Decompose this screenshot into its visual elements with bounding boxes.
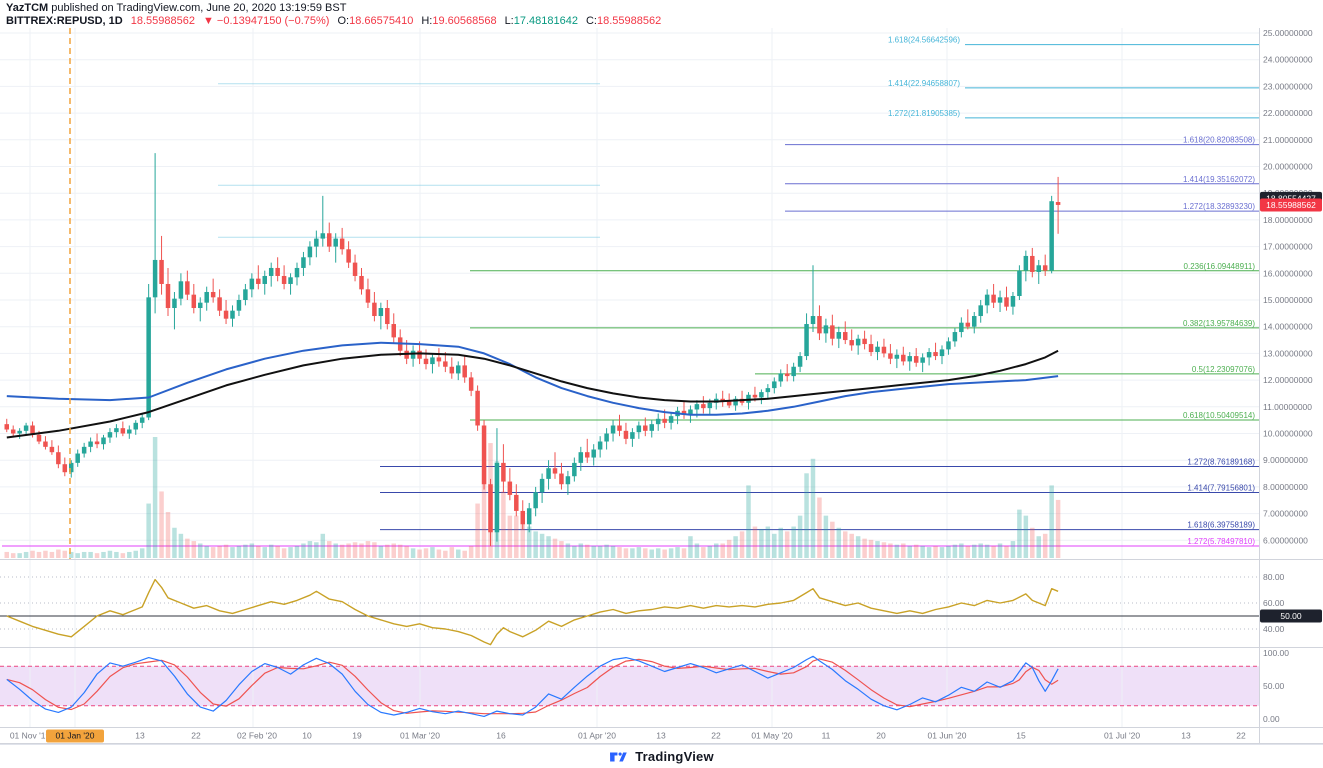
tradingview-wordmark[interactable]: TradingView [635, 749, 714, 764]
svg-text:1.618(24.56642596): 1.618(24.56642596) [888, 36, 960, 45]
close-value: C:18.55988562 [585, 15, 662, 27]
svg-text:11: 11 [822, 731, 831, 741]
fib-labels: 1.618(24.56642596) 1.414(22.94658807) 1.27… [888, 36, 1255, 546]
svg-text:12.00000000: 12.00000000 [1263, 375, 1313, 385]
svg-text:1.272(8.76189168): 1.272(8.76189168) [1187, 458, 1255, 467]
svg-text:1.272(18.32893230): 1.272(18.32893230) [1183, 202, 1255, 211]
svg-text:0.382(13.95784639): 0.382(13.95784639) [1183, 319, 1255, 328]
svg-text:20: 20 [876, 731, 886, 741]
svg-text:01 Jun '20: 01 Jun '20 [928, 731, 967, 741]
ma-black-line [6, 349, 1059, 439]
pane-separators [0, 28, 1323, 744]
svg-text:13: 13 [656, 731, 666, 741]
svg-text:16.00000000: 16.00000000 [1263, 268, 1313, 278]
svg-text:10: 10 [302, 731, 312, 741]
svg-text:01 Mar '20: 01 Mar '20 [400, 731, 440, 741]
svg-text:9.00000000: 9.00000000 [1263, 455, 1308, 465]
svg-text:11.00000000: 11.00000000 [1263, 402, 1312, 412]
svg-text:17.00000000: 17.00000000 [1263, 242, 1313, 252]
svg-text:80.00: 80.00 [1263, 572, 1285, 582]
svg-text:10.00000000: 10.00000000 [1263, 429, 1313, 439]
svg-text:18.00000000: 18.00000000 [1263, 215, 1313, 225]
svg-text:1.618(20.82083508): 1.618(20.82083508) [1183, 136, 1255, 145]
symbol-name[interactable]: BITTREX:REPUSD, 1D [6, 15, 123, 27]
svg-text:1.272(21.81905385): 1.272(21.81905385) [888, 109, 960, 118]
svg-text:1.414(7.79156801): 1.414(7.79156801) [1187, 483, 1255, 492]
svg-text:0.236(16.09448911): 0.236(16.09448911) [1184, 262, 1256, 271]
svg-text:21.00000000: 21.00000000 [1263, 135, 1313, 145]
svg-text:16: 16 [496, 731, 506, 741]
svg-text:19: 19 [352, 731, 362, 741]
svg-text:1.618(6.39758189): 1.618(6.39758189) [1187, 521, 1255, 530]
svg-text:6.00000000: 6.00000000 [1263, 535, 1308, 545]
svg-text:7.00000000: 7.00000000 [1263, 509, 1308, 519]
grid-lines [0, 28, 1259, 728]
svg-text:15.00000000: 15.00000000 [1263, 295, 1313, 305]
ma-blue-line [6, 341, 1059, 416]
svg-text:18.55988562: 18.55988562 [1266, 200, 1316, 210]
svg-text:22: 22 [711, 731, 721, 741]
svg-text:1.414(22.94658807): 1.414(22.94658807) [888, 79, 960, 88]
candlesticks [4, 153, 1061, 547]
publish-header: YazTCM published on TradingView.com, Jun… [0, 0, 1323, 28]
svg-text:01 Apr '20: 01 Apr '20 [578, 731, 616, 741]
svg-text:1.272(5.78497810): 1.272(5.78497810) [1187, 537, 1255, 546]
svg-text:40.00: 40.00 [1263, 624, 1285, 634]
svg-text:50.00: 50.00 [1280, 611, 1302, 621]
svg-text:25.00000000: 25.00000000 [1263, 28, 1313, 38]
svg-text:14.00000000: 14.00000000 [1263, 322, 1313, 332]
rsi-pane [0, 576, 1259, 646]
x-axis[interactable]: 01 Nov '19 01 Jan '20 13 22 02 Feb '20 10 19 01… [10, 729, 1246, 743]
author-name[interactable]: YazTCM [6, 2, 49, 14]
svg-text:50.00: 50.00 [1263, 681, 1285, 691]
last-price: 18.55988562 [130, 15, 195, 27]
svg-text:01 Nov '19: 01 Nov '19 [10, 731, 51, 741]
stoch-pane [0, 655, 1259, 718]
svg-text:23.00000000: 23.00000000 [1263, 81, 1313, 91]
svg-text:22: 22 [191, 731, 201, 741]
svg-text:13.00000000: 13.00000000 [1263, 348, 1313, 358]
tradingview-logo-icon[interactable] [609, 749, 629, 765]
svg-text:0.618(10.50409514): 0.618(10.50409514) [1183, 411, 1255, 420]
svg-text:22: 22 [1236, 731, 1246, 741]
svg-text:60.00: 60.00 [1263, 598, 1285, 608]
svg-text:01 May '20: 01 May '20 [751, 731, 793, 741]
svg-text:02 Feb '20: 02 Feb '20 [237, 731, 277, 741]
stoch-band [0, 666, 1259, 706]
svg-text:13: 13 [1181, 731, 1191, 741]
svg-text:100.00: 100.00 [1263, 648, 1289, 658]
open-value: O:18.66575410 [337, 15, 414, 27]
low-value: L:17.48181642 [504, 15, 578, 27]
high-value: H:19.60568568 [421, 15, 497, 27]
svg-text:1.414(19.35162072): 1.414(19.35162072) [1183, 175, 1255, 184]
svg-text:22.00000000: 22.00000000 [1263, 108, 1313, 118]
svg-text:01 Jan '20: 01 Jan '20 [56, 731, 95, 741]
byline-text: published on TradingView.com, June 20, 2… [48, 2, 347, 14]
svg-text:15: 15 [1016, 731, 1026, 741]
svg-text:8.00000000: 8.00000000 [1263, 482, 1308, 492]
svg-text:18.80554427: 18.80554427 [1266, 193, 1316, 203]
symbol-info-row: BITTREX:REPUSD, 1D 18.55988562 ▼ −0.1394… [6, 15, 1323, 28]
price-change: ▼ −0.13947150 (−0.75%) [202, 15, 330, 27]
chart-canvas[interactable]: 25.00000000 24.00000000 23.00000000 22.0000… [0, 28, 1323, 744]
byline: YazTCM published on TradingView.com, Jun… [6, 2, 1323, 15]
svg-text:0.00: 0.00 [1263, 714, 1280, 724]
svg-text:0.5(12.23097076): 0.5(12.23097076) [1192, 365, 1256, 374]
svg-text:20.00000000: 20.00000000 [1263, 162, 1313, 172]
fib-lines [2, 44, 1259, 547]
svg-text:01 Jul '20: 01 Jul '20 [1104, 731, 1140, 741]
footer: TradingView [0, 744, 1323, 768]
svg-text:24.00000000: 24.00000000 [1263, 55, 1313, 65]
faint-fib-lines [218, 83, 600, 238]
svg-text:13: 13 [135, 731, 145, 741]
